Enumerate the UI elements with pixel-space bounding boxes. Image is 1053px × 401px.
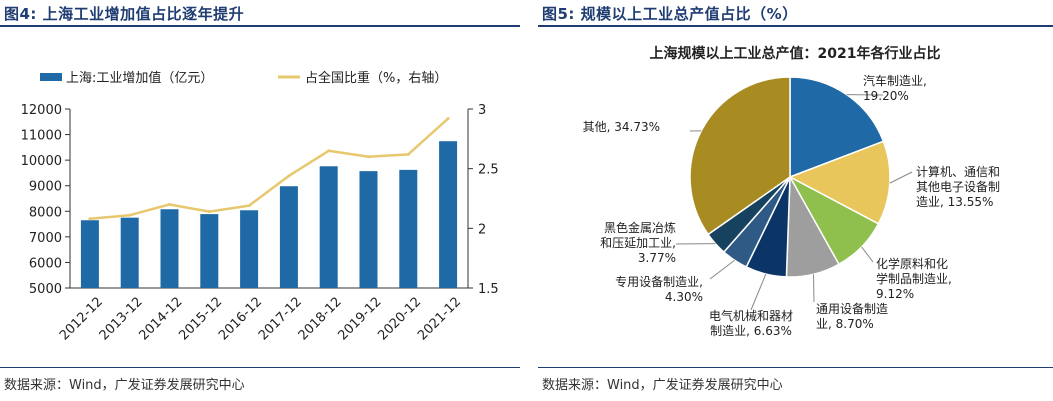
left-title-rule bbox=[0, 25, 520, 27]
pie-label-8: 其他, 34.73% bbox=[583, 120, 660, 134]
pie-leader-line bbox=[861, 246, 874, 263]
right-title-rule bbox=[538, 25, 1053, 27]
bar-2017-12 bbox=[279, 186, 298, 288]
ratio-line bbox=[89, 117, 449, 221]
pie-label-7: 黑色金属冶炼和压延加工业, 3.77% bbox=[600, 220, 676, 265]
pie-label-5: 电气机械和器材制造业, 6.63% bbox=[709, 308, 793, 338]
legend-bar-swatch bbox=[40, 73, 62, 81]
right-source-rule bbox=[538, 367, 1053, 368]
ratio-point-2018-12 bbox=[327, 149, 331, 153]
y2-tick-label: 2 bbox=[478, 222, 486, 237]
y-tick-label: 7000 bbox=[29, 231, 62, 246]
pie-slice-8 bbox=[689, 76, 791, 236]
ratio-point-2015-12 bbox=[207, 210, 211, 214]
bar-2019-12 bbox=[359, 171, 378, 288]
bar-2020-12 bbox=[399, 169, 418, 288]
y2-tick-label: 2.5 bbox=[478, 163, 499, 178]
left-source-rule bbox=[0, 367, 520, 368]
bar-2013-12 bbox=[120, 217, 139, 288]
ratio-point-2016-12 bbox=[247, 204, 251, 208]
y2-tick-label: 3 bbox=[478, 103, 486, 118]
pie-leader-line bbox=[709, 259, 735, 280]
pie-label-1: 汽车制造业, 19.20% bbox=[863, 73, 927, 103]
bar-2021-12 bbox=[439, 141, 458, 288]
pie-slice-1 bbox=[789, 76, 885, 179]
y-tick-label: 9000 bbox=[29, 180, 62, 195]
bar-line-chart: 上海:工业增加值（亿元） 占全国比重（%，右轴） 5000 6000 7000 8000 9… bbox=[21, 70, 499, 343]
left-chart-panel: 图4: 上海工业增加值占比逐年提升 上海:工业增加值（亿元） 占全国比重（%，右轴… bbox=[0, 0, 520, 401]
ratio-point-2020-12 bbox=[406, 152, 410, 156]
bar-2018-12 bbox=[319, 166, 338, 288]
ratio-point-2021-12 bbox=[446, 117, 450, 121]
y-tick-label: 10000 bbox=[21, 154, 62, 169]
pie-leader-line bbox=[750, 273, 767, 311]
bar-2012-12 bbox=[80, 220, 99, 288]
y-tick-label: 12000 bbox=[21, 103, 62, 118]
bar-2016-12 bbox=[240, 210, 259, 288]
pie-leader-line bbox=[889, 171, 913, 184]
y-tick-label: 5000 bbox=[29, 282, 62, 297]
ratio-point-2019-12 bbox=[367, 155, 370, 159]
x-tick-label: 2021-12 bbox=[415, 294, 464, 343]
pie-label-2: 计算机、通信和其他电子设备制造业, 13.55% bbox=[916, 164, 1000, 209]
pie-slice-2 bbox=[788, 140, 891, 225]
y-tick-label: 6000 bbox=[29, 256, 62, 271]
right-figure-title: 图5: 规模以上工业总产值占比（%） bbox=[542, 5, 798, 23]
y-tick-label: 8000 bbox=[29, 205, 62, 220]
pie-title: 上海规模以上工业总产值：2021年各行业占比 bbox=[650, 45, 941, 62]
ratio-point-2014-12 bbox=[168, 202, 171, 206]
pie-label-4: 通用设备制造业, 8.70% bbox=[816, 302, 888, 331]
pie-label-6: 专用设备制造业, 4.30% bbox=[615, 274, 703, 304]
ratio-point-2013-12 bbox=[128, 213, 132, 217]
bar-2015-12 bbox=[200, 214, 219, 288]
ratio-point-2012-12 bbox=[88, 217, 92, 221]
legend-bar-label: 上海:工业增加值（亿元） bbox=[66, 70, 213, 86]
left-figure-title: 图4: 上海工业增加值占比逐年提升 bbox=[4, 5, 245, 23]
right-chart-panel: 图5: 规模以上工业总产值占比（%） 上海规模以上工业总产值：2021年各行业占… bbox=[538, 0, 1053, 401]
left-source-note: 数据来源：Wind，广发证券发展研究中心 bbox=[4, 378, 245, 393]
y2-tick-label: 1.5 bbox=[478, 282, 499, 297]
ratio-point-2017-12 bbox=[287, 174, 291, 178]
pie-label-3: 化学原料和化学制品制造业, 9.12% bbox=[876, 256, 952, 301]
y-tick-label: 11000 bbox=[21, 129, 62, 144]
right-source-note: 数据来源：Wind，广发证券发展研究中心 bbox=[542, 378, 783, 393]
bar-2014-12 bbox=[160, 209, 179, 288]
legend-line-label: 占全国比重（%，右轴） bbox=[305, 70, 447, 86]
